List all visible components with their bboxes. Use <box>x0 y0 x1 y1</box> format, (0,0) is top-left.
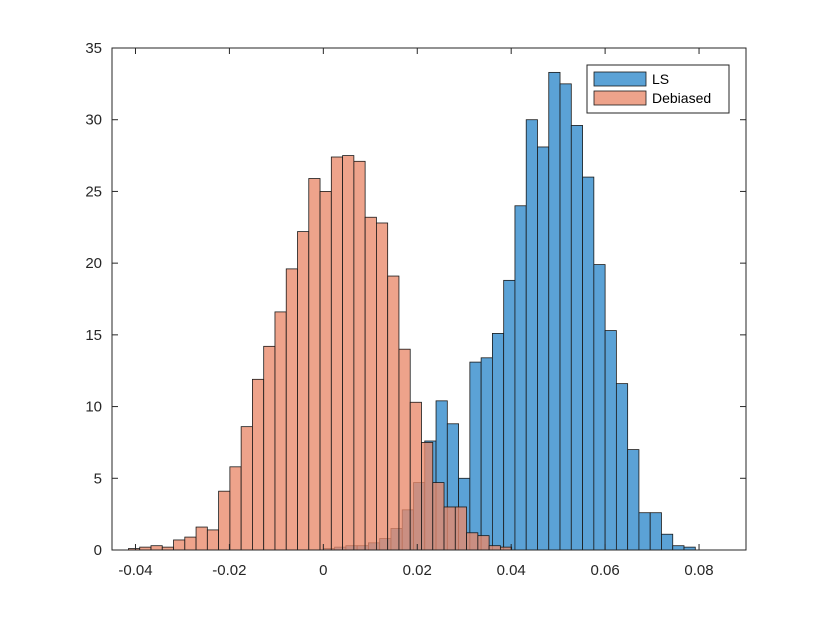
bar-ls-25 <box>604 330 617 551</box>
bar-ls-16 <box>503 279 516 551</box>
ticks-layer: -0.04 -0.02 0 0.02 0.04 0.06 0.08 0 5 10 15 20 25 30 3… <box>85 40 746 579</box>
bar-debiased-30 <box>466 532 479 551</box>
bar-debiased-5 <box>184 536 197 551</box>
bar-debiased-32 <box>488 545 501 551</box>
x-tick-label: 0 <box>319 562 327 579</box>
bar-debiased-24 <box>398 348 411 551</box>
y-tick-label: 25 <box>85 183 102 200</box>
x-tick-label: 0.08 <box>684 562 713 579</box>
bar-ls-18 <box>525 119 538 551</box>
bar-debiased-9 <box>229 466 242 551</box>
bar-ls-17 <box>514 205 527 551</box>
y-tick-label: 10 <box>85 399 102 416</box>
bar-ls-22 <box>570 125 583 551</box>
y-tick-label: 5 <box>94 470 102 487</box>
bar-debiased-14 <box>285 268 298 551</box>
bar-debiased-12 <box>263 345 276 551</box>
bar-debiased-16 <box>308 178 321 551</box>
bar-debiased-23 <box>387 275 400 551</box>
bar-debiased-15 <box>297 231 310 551</box>
bar-debiased-21 <box>364 216 377 551</box>
x-tick-label: 0.04 <box>497 562 526 579</box>
x-tick-label: -0.02 <box>212 562 246 579</box>
bar-debiased-28 <box>443 506 456 551</box>
y-tick-label: 20 <box>85 255 102 272</box>
bar-debiased-13 <box>274 311 287 551</box>
series-debiased-bars <box>128 155 513 551</box>
bar-ls-23 <box>582 176 595 551</box>
bar-debiased-18 <box>330 156 343 551</box>
x-tick-label: -0.04 <box>118 562 152 579</box>
bars-layer <box>128 71 696 551</box>
bar-ls-21 <box>559 83 572 551</box>
bar-ls-31 <box>672 545 685 551</box>
bar-debiased-19 <box>342 155 355 551</box>
bar-debiased-29 <box>454 506 467 551</box>
axes-box <box>111 47 747 551</box>
bar-ls-29 <box>649 512 662 551</box>
bar-ls-13 <box>469 361 482 551</box>
bar-ls-30 <box>661 533 674 551</box>
legend: LS Debiased <box>586 64 730 114</box>
legend-label-ls: LS <box>652 71 669 87</box>
y-tick-label: 30 <box>85 112 102 129</box>
y-tick-label: 15 <box>85 327 102 344</box>
bar-ls-19 <box>537 146 550 551</box>
bar-ls-26 <box>615 383 629 551</box>
bar-debiased-26 <box>421 442 434 551</box>
bar-debiased-10 <box>240 426 253 551</box>
bar-debiased-31 <box>477 535 490 551</box>
x-tick-label: 0.02 <box>403 562 432 579</box>
bar-ls-14 <box>480 357 493 551</box>
y-tick-label: 0 <box>94 542 102 559</box>
bar-ls-24 <box>593 264 606 551</box>
bar-debiased-7 <box>206 529 220 551</box>
bar-debiased-25 <box>409 401 422 551</box>
bar-debiased-27 <box>432 482 445 551</box>
legend-swatch-debiased <box>593 90 647 106</box>
bar-debiased-20 <box>353 160 366 551</box>
bar-ls-27 <box>627 449 640 551</box>
x-tick-label: 0.06 <box>591 562 620 579</box>
bar-debiased-6 <box>195 526 208 551</box>
bar-ls-28 <box>638 512 651 551</box>
bar-debiased-22 <box>376 222 389 551</box>
bar-debiased-8 <box>218 490 231 551</box>
legend-swatch-ls <box>593 71 647 87</box>
legend-label-debiased: Debiased <box>652 90 711 106</box>
bar-ls-20 <box>548 71 561 551</box>
bar-debiased-4 <box>173 539 186 551</box>
y-tick-label: 35 <box>85 40 102 57</box>
bar-ls-15 <box>491 333 505 551</box>
bar-debiased-2 <box>150 545 163 551</box>
bar-debiased-11 <box>252 378 265 551</box>
bar-debiased-17 <box>319 191 332 551</box>
